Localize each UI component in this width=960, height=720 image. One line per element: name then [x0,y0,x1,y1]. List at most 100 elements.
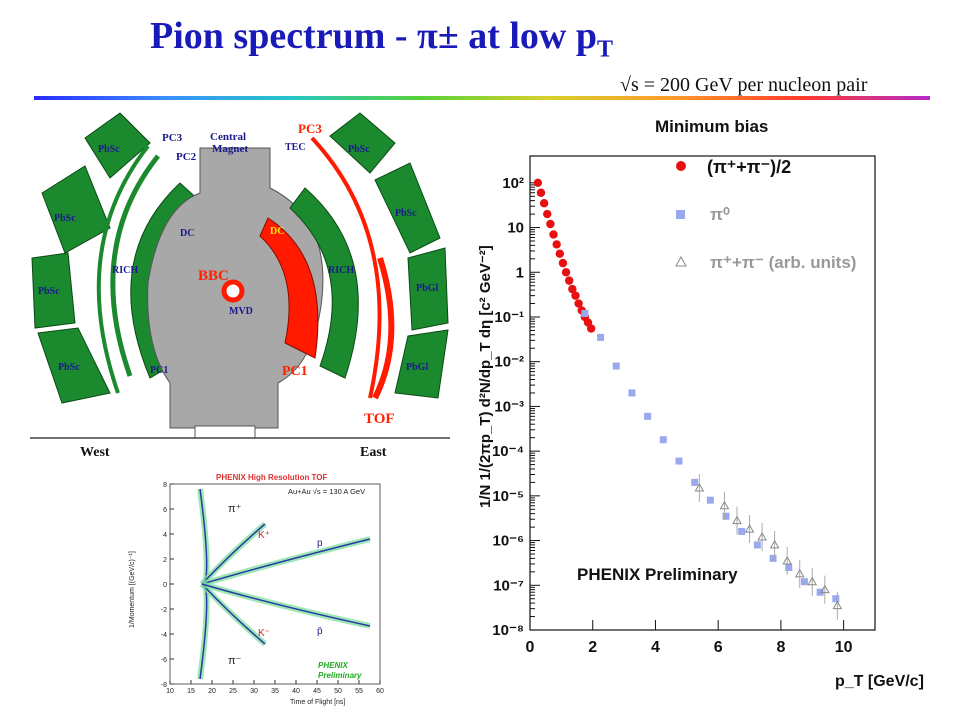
point-arb-units [694,482,705,492]
legend-marker-triangle [675,255,687,267]
label-central: Central [210,131,246,143]
label-pc1-east: PC1 [282,364,308,379]
label-east: East [360,445,387,460]
east-tof-arc [372,257,395,400]
legend-label-charged: (π⁺+π⁻)/2 [707,157,791,177]
point-charged-pion [561,268,571,277]
east-pbgl-2 [394,329,449,399]
label-pbsc-e1: PbSc [348,144,370,155]
tof-watermark-2: Preliminary [318,671,362,680]
y-tick-label: 10⁻⁸ [492,622,524,639]
rainbow-divider [34,96,930,100]
point-charged-pion [555,249,564,258]
west-pc2-arc [110,154,160,377]
tof-x-tick-label: 20 [208,688,216,695]
y-tick-label: 10⁻⁶ [492,533,524,550]
tof-xlabel: Time of Flight [ns] [290,699,345,706]
tof-band-k-plus [201,523,266,585]
tof-ylabel: 1/Momentum [(GeV/c)⁻¹] [129,551,136,628]
magnet-base [194,425,256,439]
tof-x-tick-label: 50 [334,688,342,695]
tof-label-pbar: p̄ [317,626,323,637]
tof-band-p [201,538,371,585]
point-arb-units [769,539,780,549]
point-charged-pion [539,199,549,208]
west-pbsc-4 [37,327,111,404]
label-pbsc-w1: PbSc [98,144,120,155]
point-charged-pion [546,219,555,229]
label-tof: TOF [364,411,395,427]
tof-watermark-1: PHENIX [318,661,348,670]
point-charged-pion [574,299,583,308]
tof-y-tick-label: 4 [163,532,167,539]
label-tec: TEC [285,142,306,153]
slide-title-text: Pion spectrum - π± at low p [150,15,597,57]
point-neutral-pion [769,554,777,562]
tof-band-pbar [201,583,371,627]
west-pbsc-2 [41,165,111,254]
label-rich-east: RICH [328,265,354,276]
label-pbgl-e2: PbGl [406,362,428,373]
y-tick-label: 10⁻¹ [494,309,524,326]
east-pc3-arc [310,136,382,399]
label-magnet: Magnet [212,143,248,155]
label-dc-east: DC [270,226,284,237]
chart-xlabel: p_T [GeV/c] [835,673,924,690]
point-arb-units [719,500,730,510]
point-charged-pion [571,291,580,300]
y-tick-label: 10⁻² [494,354,524,371]
label-pbsc-e2: PbSc [395,208,417,219]
point-neutral-pion [612,362,620,370]
label-bbc: BBC [198,268,229,284]
main-axes: 0 2 4 6 8 10 10² 10 1 10⁻¹ 10⁻² 10⁻³ 10⁻⁴ 10⁻⁵ 10⁻⁶ 10⁻… [492,155,876,656]
point-neutral-pion [644,412,652,420]
label-pc3-east: PC3 [298,121,322,136]
point-charged-pion [536,188,546,197]
label-pbsc-w2: PbSc [54,213,76,224]
point-arb-units [744,524,755,533]
point-charged-pion [565,276,574,285]
x-tick-label: 0 [526,639,535,656]
y-tick-label: 10⁻⁵ [492,488,524,505]
tof-label-pi-minus: π⁻ [228,655,242,667]
tof-x-tick-label: 35 [271,688,279,695]
label-pbgl-e1: PbGl [416,283,438,294]
point-arb-units [757,532,767,541]
tof-y-tick-label: 6 [163,507,167,514]
point-charged-pion [552,240,561,249]
label-west: West [80,445,110,460]
y-tick-label: 1 [516,264,524,281]
tof-x-tick-label: 55 [355,688,363,695]
east-pbgl-1 [407,247,449,331]
tof-yticks: 8 6 4 2 0 -2 -4 -6 -8 [161,482,174,689]
point-neutral-pion [832,595,840,603]
west-pc3-arc [96,144,150,394]
east-rich [289,187,359,379]
tof-bands [197,488,371,680]
point-charged-pion [533,178,543,188]
legend-marker-charged [676,161,686,171]
x-tick-label: 10 [835,639,853,656]
point-neutral-pion [785,563,793,571]
point-charged-pion [568,284,577,294]
main-points [533,178,843,620]
tof-x-tick-label: 10 [166,688,174,695]
x-tick-label: 8 [776,639,785,656]
tof-y-tick-label: 0 [163,582,167,589]
point-arb-units [782,555,793,565]
point-arb-units [807,576,818,586]
point-neutral-pion [722,512,730,520]
point-charged-pion [558,258,568,268]
label-pbsc-w4: PbSc [58,362,80,373]
y-tick-label: 10⁻⁷ [493,577,524,594]
point-neutral-pion [800,578,808,586]
label-pbsc-w3: PbSc [38,286,60,297]
point-neutral-pion [659,436,667,444]
point-neutral-pion [675,457,683,465]
tof-y-tick-label: -8 [161,682,167,689]
pion-spectrum-chart: 0 2 4 6 8 10 10² 10 1 10⁻¹ 10⁻² 10⁻³ 10⁻⁴ 10⁻⁵ 10⁻⁶ 10⁻… [477,117,924,690]
tof-y-tick-label: 2 [163,557,167,564]
legend-label-pi0: π⁰ [710,205,730,224]
energy-label: √s = 200 GeV per nucleon pair [620,74,868,96]
